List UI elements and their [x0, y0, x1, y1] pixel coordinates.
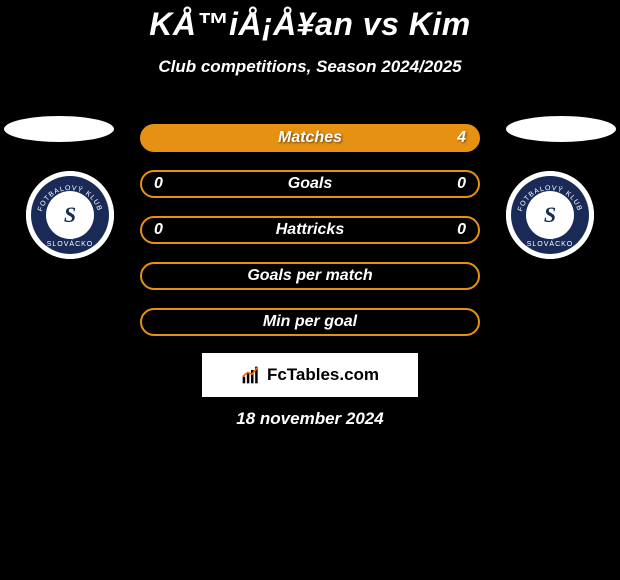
- badge-ring: FOTBALOVÝ KLUB S SLOVÁCKO: [511, 176, 589, 254]
- stats-container: Matches 4 0 Goals 0 0 Hattricks 0 Goals per matc…: [140, 124, 480, 336]
- stat-label: Hattricks: [276, 221, 344, 239]
- stat-bar: Matches 4: [140, 124, 480, 152]
- date-label: 18 november 2024: [0, 409, 620, 429]
- page-title: KÅ™iÅ¡Å¥an vs Kim: [0, 0, 620, 43]
- badge-letter: S: [64, 202, 76, 228]
- stat-value-right: 4: [448, 129, 466, 147]
- badge-bottom: SLOVÁCKO: [511, 241, 589, 248]
- stat-bar: Min per goal: [140, 308, 480, 336]
- page-subtitle: Club competitions, Season 2024/2025: [0, 57, 620, 77]
- stat-value-left: 0: [154, 175, 172, 193]
- stat-bar: 0 Goals 0: [140, 170, 480, 198]
- brand-text: FcTables.com: [267, 365, 379, 385]
- stat-bar: Goals per match: [140, 262, 480, 290]
- club-badge-left: FOTBALOVÝ KLUB S SLOVÁCKO: [26, 171, 114, 259]
- club-badge-right: FOTBALOVÝ KLUB S SLOVÁCKO: [506, 171, 594, 259]
- badge-bottom: SLOVÁCKO: [31, 241, 109, 248]
- stat-value-left: 0: [154, 221, 172, 239]
- badge-center: S: [526, 191, 574, 239]
- stat-bar: 0 Hattricks 0: [140, 216, 480, 244]
- player-photo-right: [506, 116, 616, 142]
- badge-outer: FOTBALOVÝ KLUB S SLOVÁCKO: [506, 171, 594, 259]
- widget-root: KÅ™iÅ¡Å¥an vs Kim Club competitions, Sea…: [0, 0, 620, 580]
- brand-box[interactable]: FcTables.com: [202, 353, 418, 397]
- player-photo-left: [4, 116, 114, 142]
- stat-value-right: 0: [448, 175, 466, 193]
- stat-label: Goals per match: [247, 267, 372, 285]
- stat-label: Matches: [278, 129, 342, 147]
- stat-value-right: 0: [448, 221, 466, 239]
- stat-label: Goals: [288, 175, 332, 193]
- stat-label: Min per goal: [263, 313, 357, 331]
- badge-outer: FOTBALOVÝ KLUB S SLOVÁCKO: [26, 171, 114, 259]
- badge-ring: FOTBALOVÝ KLUB S SLOVÁCKO: [31, 176, 109, 254]
- badge-letter: S: [544, 202, 556, 228]
- chart-icon: [241, 365, 261, 385]
- badge-center: S: [46, 191, 94, 239]
